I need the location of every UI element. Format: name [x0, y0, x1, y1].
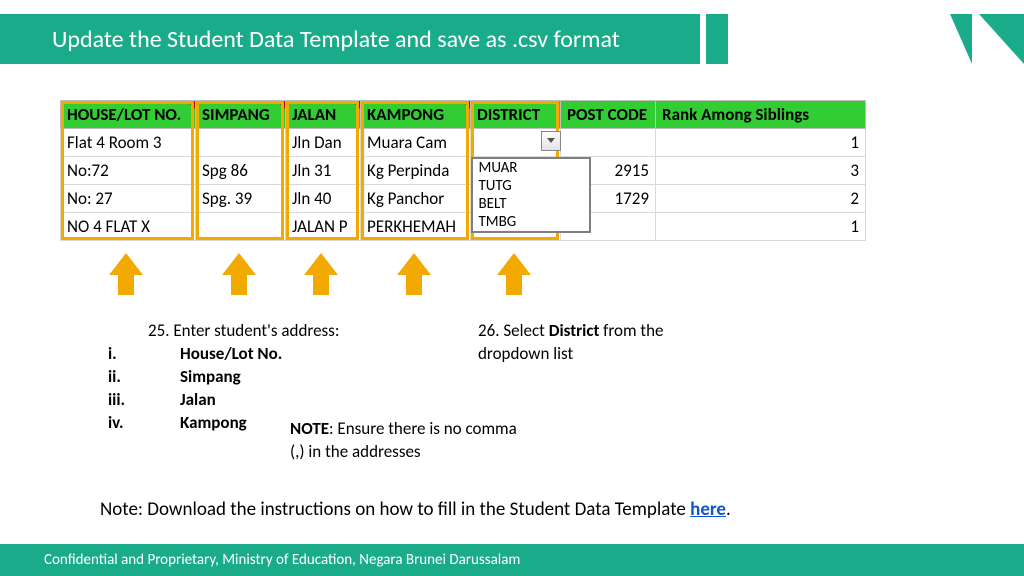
table-cell: Kg Panchor — [361, 185, 471, 213]
download-note: Note: Download the instructions on how t… — [100, 498, 731, 521]
arrow-up-icon — [499, 253, 529, 295]
district-dropdown-button[interactable] — [541, 131, 561, 151]
dropdown-option[interactable]: TMBG — [473, 213, 589, 231]
step-25-lead: 25. Enter student's address: — [148, 320, 428, 343]
col-header: HOUSE/LOT NO. — [61, 101, 196, 129]
col-header: DISTRICT — [471, 101, 561, 129]
arrow-up-icon — [224, 253, 254, 295]
table-cell: Jln 40 — [286, 185, 361, 213]
col-header: SIMPANG — [196, 101, 286, 129]
table-cell: Kg Perpinda — [361, 157, 471, 185]
district-dropdown-list[interactable]: MUARTUTGBELTTMBG — [471, 157, 591, 233]
table-cell — [196, 213, 286, 241]
table-cell: JALAN P — [286, 213, 361, 241]
title-bar: Update the Student Data Template and sav… — [0, 14, 1024, 64]
table-cell: Jln 31 — [286, 157, 361, 185]
data-table: HOUSE/LOT NO.SIMPANGJALANKAMPONGDISTRICT… — [60, 100, 866, 241]
download-link[interactable]: here — [690, 498, 726, 521]
address-field-item: ii.Simpang — [148, 366, 428, 389]
page-title: Update the Student Data Template and sav… — [0, 14, 700, 64]
step-26: 26. Select District from the dropdown li… — [478, 320, 718, 366]
col-header: Rank Among Siblings — [656, 101, 866, 129]
table-cell: 3 — [656, 157, 866, 185]
note-label: NOTE — [290, 418, 329, 439]
table-cell: Flat 4 Room 3 — [61, 129, 196, 157]
table-cell: Spg. 39 — [196, 185, 286, 213]
arrow-up-icon — [306, 253, 336, 295]
table-cell: 1 — [656, 213, 866, 241]
table-cell — [561, 129, 656, 157]
footer-bar: Confidential and Proprietary, Ministry o… — [0, 544, 1024, 576]
dropdown-option[interactable]: BELT — [473, 195, 589, 213]
table-cell: Muara Cam — [361, 129, 471, 157]
note-block: NOTE: Ensure there is no comma (,) in th… — [290, 418, 530, 464]
table-cell: No:72 — [61, 157, 196, 185]
col-header: POST CODE — [561, 101, 656, 129]
table-cell: Spg 86 — [196, 157, 286, 185]
table-cell — [196, 129, 286, 157]
address-field-item: i.House/Lot No. — [148, 343, 428, 366]
footer-text: Confidential and Proprietary, Ministry o… — [44, 551, 520, 569]
arrow-up-icon — [399, 253, 429, 295]
dropdown-option[interactable]: TUTG — [473, 177, 589, 195]
col-header: KAMPONG — [361, 101, 471, 129]
table-cell: Jln Dan — [286, 129, 361, 157]
table-cell: No: 27 — [61, 185, 196, 213]
table-cell: NO 4 FLAT X — [61, 213, 196, 241]
arrow-up-icon — [111, 253, 141, 295]
table-cell: 2 — [656, 185, 866, 213]
dropdown-option[interactable]: MUAR — [473, 159, 589, 177]
col-header: JALAN — [286, 101, 361, 129]
address-field-item: iii.Jalan — [148, 389, 428, 412]
table-cell: 1 — [656, 129, 866, 157]
table-cell: PERKHEMAH — [361, 213, 471, 241]
